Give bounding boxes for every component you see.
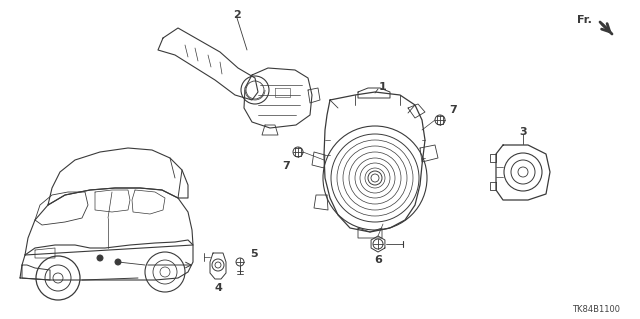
Text: 4: 4: [214, 283, 222, 293]
Circle shape: [115, 259, 121, 265]
Text: 7: 7: [282, 161, 290, 171]
Text: 3: 3: [519, 127, 527, 137]
Text: Fr.: Fr.: [577, 15, 592, 25]
Text: 6: 6: [374, 255, 382, 265]
Circle shape: [97, 255, 103, 261]
Text: 2: 2: [233, 10, 241, 20]
Text: TK84B1100: TK84B1100: [572, 306, 620, 315]
Text: 5: 5: [250, 249, 258, 259]
Text: 7: 7: [449, 105, 457, 115]
Text: 1: 1: [379, 82, 387, 92]
